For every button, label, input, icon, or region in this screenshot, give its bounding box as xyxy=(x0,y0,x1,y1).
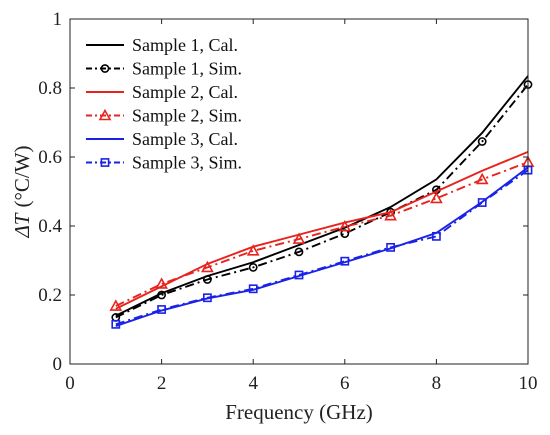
legend-item: Sample 3, Cal. xyxy=(86,129,238,149)
series-4 xyxy=(109,155,535,311)
y-tick-label: 0.6 xyxy=(38,147,62,168)
data-point xyxy=(384,209,397,221)
legend-marker xyxy=(100,158,110,167)
y-axis-label: ΔT (°C/W) xyxy=(10,145,34,238)
data-point xyxy=(338,220,352,232)
legend-marker xyxy=(98,108,112,121)
y-tick-label: 1 xyxy=(53,9,63,30)
series-line xyxy=(115,75,529,317)
data-point xyxy=(109,299,123,311)
legend-marker xyxy=(100,64,110,73)
legend-item: Sample 2, Cal. xyxy=(86,82,238,102)
y-tick-label: 0 xyxy=(53,354,63,375)
legend-label: Sample 2, Sim. xyxy=(132,106,242,126)
data-point xyxy=(292,232,306,244)
legend-label: Sample 3, Cal. xyxy=(132,129,238,149)
data-point xyxy=(248,284,258,294)
y-tick-label: 0.2 xyxy=(38,285,62,306)
legend: Sample 1, Cal. Sample 1, Sim. Sample 2, Ca… xyxy=(86,35,242,173)
data-point xyxy=(294,270,304,280)
y-axis-unit: (°C/W) xyxy=(10,145,34,207)
y-tick-label: 0.4 xyxy=(38,216,62,237)
series-line xyxy=(115,169,529,326)
data-point xyxy=(477,137,487,146)
data-point xyxy=(431,231,441,241)
legend-label: Sample 3, Sim. xyxy=(132,153,242,173)
data-point xyxy=(157,305,166,314)
legend-item: Sample 2, Sim. xyxy=(86,106,242,126)
y-tick-label: 0.8 xyxy=(38,78,62,99)
legend-item: Sample 3, Sim. xyxy=(86,153,242,173)
series-line xyxy=(115,150,529,310)
x-tick-label: 0 xyxy=(65,373,75,394)
data-point xyxy=(430,191,443,204)
legend-item: Sample 1, Cal. xyxy=(86,35,238,55)
x-tick-label: 10 xyxy=(519,373,538,394)
legend-label: Sample 1, Sim. xyxy=(132,59,242,79)
x-tick-label: 4 xyxy=(248,373,258,394)
legend-label: Sample 1, Cal. xyxy=(132,35,238,55)
data-point xyxy=(246,244,260,256)
x-axis-label: Frequency (GHz) xyxy=(225,400,373,424)
plot-frame xyxy=(69,18,529,365)
data-point xyxy=(201,260,214,273)
legend-item: Sample 1, Sim. xyxy=(86,59,242,79)
data-point xyxy=(294,247,304,257)
series-6 xyxy=(111,165,533,329)
data-point xyxy=(340,256,350,266)
data-point xyxy=(386,242,395,252)
x-tick-label: 6 xyxy=(340,373,350,394)
data-point xyxy=(475,172,489,185)
data-point xyxy=(157,290,166,300)
data-point xyxy=(203,293,212,303)
data-point xyxy=(248,262,258,272)
x-tick-label: 2 xyxy=(157,373,167,394)
axes-layer: 0 2 4 6 8 10 0 0.2 0.4 0.6 0.8 1 xyxy=(38,9,537,394)
series-1 xyxy=(115,75,529,317)
data-point xyxy=(111,319,121,329)
data-point xyxy=(477,198,487,207)
series-3 xyxy=(115,150,529,310)
data-point xyxy=(202,275,212,284)
data-point xyxy=(155,277,168,289)
legend-label: Sample 2, Cal. xyxy=(132,82,238,102)
x-tick-label: 8 xyxy=(432,373,442,394)
y-axis-symbol: ΔT xyxy=(10,212,34,238)
series-layer xyxy=(109,75,535,329)
series-line xyxy=(115,161,529,307)
